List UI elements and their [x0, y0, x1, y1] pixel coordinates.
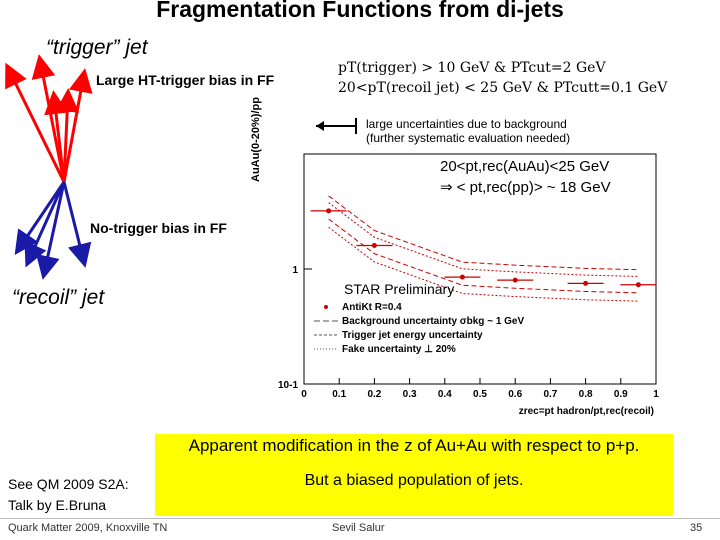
- recoil-jet-label: “recoil” jet: [12, 286, 105, 309]
- x-tick-label: 0: [301, 389, 307, 400]
- x-tick-label: 1: [653, 389, 659, 400]
- x-tick-label: 0.9: [614, 389, 628, 400]
- note-arrow-icon: [316, 118, 357, 134]
- uncertainty-band: [328, 218, 639, 294]
- cut-line-1: pT(trigger) > 10 GeV & PTcut=2 GeV: [338, 60, 606, 76]
- legend-entry: Trigger jet energy uncertainty: [342, 330, 483, 341]
- trigger-bias-label: Large HT-trigger bias in FF: [96, 72, 275, 88]
- footer-rule: [0, 518, 720, 519]
- data-point: [512, 277, 518, 283]
- highlight-box: [155, 434, 673, 516]
- data-point: [326, 208, 332, 214]
- y-axis-label: AuAu(0-20%)/pp: [250, 97, 262, 182]
- box-line-1: Apparent modification in the z of Au+Au …: [188, 436, 640, 455]
- footer-left: Quark Matter 2009, Knoxville TN: [8, 522, 168, 534]
- page-number: 35: [690, 522, 703, 534]
- uncertainty-note: large uncertainties due to background (f…: [366, 117, 570, 145]
- slide-title: Fragmentation Functions from di-jets: [156, 0, 564, 22]
- x-tick-label: 0.5: [473, 389, 487, 400]
- trigger-arrow: [62, 68, 93, 183]
- see-reference: See QM 2009 S2A: Talk by E.Bruna: [8, 474, 129, 516]
- recoil-arrow: [62, 181, 92, 268]
- x-tick-label: 0.7: [543, 389, 557, 400]
- trigger-arrow: [55, 88, 80, 183]
- legend-entry: AntiKt R=0.4: [342, 302, 402, 313]
- x-tick-label: 0.3: [403, 389, 417, 400]
- footer-presenter: Sevil Salur: [332, 522, 385, 534]
- data-point: [371, 243, 377, 249]
- see-line-2: Talk by E.Bruna: [8, 497, 107, 513]
- trigger-arrow: [31, 54, 66, 183]
- no-trigger-bias-label: No-trigger bias in FF: [90, 220, 227, 236]
- recoil-arrow: [36, 181, 66, 280]
- star-preliminary-label: STAR Preliminary: [344, 281, 455, 297]
- trigger-arrow: [5, 62, 66, 183]
- recoil-arrow: [14, 181, 66, 255]
- range-line-1: 20<pt,rec(AuAu)<25 GeV: [440, 158, 610, 175]
- x-tick-label: 0.6: [508, 389, 522, 400]
- legend-entry: Background uncertainty σbkg ~ 1 GeV: [342, 316, 524, 327]
- jet-arrow-diagram: [5, 54, 93, 280]
- recoil-arrow: [24, 181, 66, 268]
- note-line-2: (further systematic evaluation needed): [366, 131, 571, 145]
- note-line-1: large uncertainties due to background: [366, 117, 567, 131]
- range-text: 20<pt,rec(AuAu)<25 GeV ⇒ < pt,rec(pp)> ~…: [440, 156, 611, 198]
- x-tick-label: 0.8: [579, 389, 593, 400]
- ratio-chart: 0 0.1 0.2 0.3 0.4 0.5 0.6 0.7 0.8 0.9 1 10-1 1 AntiK…: [278, 153, 659, 417]
- x-tick-label: 0.2: [367, 389, 381, 400]
- see-line-1: See QM 2009 S2A:: [8, 476, 129, 492]
- range-line-2: ⇒ < pt,rec(pp)> ~ 18 GeV: [440, 179, 611, 196]
- data-point: [459, 274, 465, 280]
- y-tick-label: 1: [292, 265, 298, 276]
- cut-line-2: 20<pT(recoil jet) < 25 GeV & PTcutt=0.1 …: [338, 80, 668, 96]
- y-tick-label: 10-1: [278, 380, 298, 391]
- trigger-jet-label: “trigger” jet: [46, 36, 148, 59]
- data-point: [583, 280, 589, 286]
- uncertainty-band: [328, 195, 639, 271]
- box-line-2: But a biased population of jets.: [304, 472, 524, 489]
- x-tick-label: 0.1: [332, 389, 346, 400]
- uncertainty-band: [328, 202, 639, 277]
- x-tick-label: 0.4: [438, 389, 452, 400]
- x-axis-label: zrec=pt hadron/pt,rec(recoil): [519, 406, 654, 417]
- legend-marker: [324, 305, 328, 309]
- data-point: [635, 282, 641, 288]
- uncertainty-band: [328, 226, 639, 302]
- legend-entry: Fake uncertainty ⊥ 20%: [342, 344, 456, 355]
